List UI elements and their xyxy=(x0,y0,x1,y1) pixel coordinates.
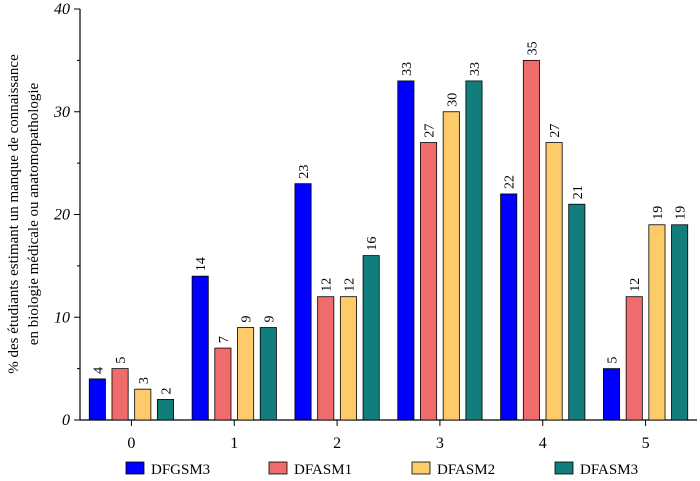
data-label: 22 xyxy=(503,175,518,189)
x-tick-label: 4 xyxy=(539,435,547,452)
bar-dfasm1-2 xyxy=(317,296,335,421)
bar-dfasm2-1 xyxy=(237,327,255,421)
y-axis-label-line-2: en biologie médicale ou anatomopathologi… xyxy=(26,82,42,345)
data-label: 27 xyxy=(423,124,438,138)
data-label: 16 xyxy=(365,237,380,251)
legend-item-dfasm3: DFASM3 xyxy=(554,461,638,478)
bar-dfasm1-5 xyxy=(625,296,643,421)
bar-dfasm1-3 xyxy=(420,142,438,421)
data-label: 33 xyxy=(468,62,483,76)
bar-dfasm1-4 xyxy=(522,59,540,421)
x-tick-label: 1 xyxy=(230,435,238,452)
bar-dfasm2-0 xyxy=(134,388,152,421)
data-label: 19 xyxy=(651,206,666,220)
legend-item-dfasm2: DFASM2 xyxy=(411,461,495,478)
legend-label: DFGSM3 xyxy=(151,462,210,478)
legend-label: DFASM3 xyxy=(580,462,638,478)
data-label: 12 xyxy=(342,278,357,292)
x-tick-label: 2 xyxy=(333,435,341,452)
data-label: 33 xyxy=(400,62,415,76)
y-tick-label: 0 xyxy=(62,412,70,429)
data-label: 21 xyxy=(571,185,586,199)
x-tick-label: 0 xyxy=(127,435,135,452)
data-label: 7 xyxy=(217,336,232,343)
data-label: 27 xyxy=(548,124,563,138)
legend-swatch xyxy=(411,461,431,475)
bar-dfgsm3-3 xyxy=(397,80,415,421)
y-tick-label: 10 xyxy=(54,309,70,326)
bar-dfgsm3-2 xyxy=(294,183,312,421)
data-label: 5 xyxy=(606,357,621,364)
bar-dfgsm3-0 xyxy=(88,378,106,421)
bar-dfasm1-0 xyxy=(111,368,129,421)
data-label: 14 xyxy=(194,257,209,271)
y-tick-label: 40 xyxy=(54,1,70,18)
legend-swatch xyxy=(125,461,145,475)
bar-dfasm3-2 xyxy=(362,255,380,421)
x-tick-label: 3 xyxy=(436,435,444,452)
data-label: 30 xyxy=(445,93,460,107)
bar-dfasm3-1 xyxy=(259,327,277,421)
bar-dfasm1-1 xyxy=(214,347,232,421)
legend-swatch xyxy=(554,461,574,475)
legend-item-dfasm1: DFASM1 xyxy=(268,461,352,478)
bar-dfasm3-5 xyxy=(671,224,689,421)
bar-dfasm2-3 xyxy=(442,111,460,421)
bar-dfasm3-3 xyxy=(465,80,483,421)
legend-swatch xyxy=(268,461,288,475)
data-label: 12 xyxy=(628,278,643,292)
data-label: 9 xyxy=(262,316,277,323)
data-label: 5 xyxy=(114,357,129,364)
legend-item-dfgsm3: DFGSM3 xyxy=(125,461,210,478)
y-axis-label: % des étudiants estimant un manque de co… xyxy=(6,54,42,374)
data-label: 35 xyxy=(525,41,540,55)
bar-dfasm2-5 xyxy=(648,224,666,421)
bar-dfgsm3-4 xyxy=(500,193,518,421)
data-label: 4 xyxy=(91,367,106,374)
bar-dfasm2-4 xyxy=(545,142,563,421)
bar-dfgsm3-1 xyxy=(191,275,209,421)
x-tick-label: 5 xyxy=(642,435,650,452)
legend-label: DFASM2 xyxy=(437,462,495,478)
data-label: 2 xyxy=(159,387,174,394)
data-label: 23 xyxy=(297,165,312,179)
bar-dfasm2-2 xyxy=(339,296,357,421)
bar-dfgsm3-5 xyxy=(603,368,621,421)
data-label: 12 xyxy=(320,278,335,292)
data-label: 3 xyxy=(137,377,152,384)
y-axis-label-line-1: % des étudiants estimant un manque de co… xyxy=(6,54,22,374)
bar-dfasm3-4 xyxy=(568,203,586,421)
y-tick-label: 30 xyxy=(53,104,70,121)
data-label: 9 xyxy=(240,316,255,323)
data-label: 19 xyxy=(674,206,689,220)
legend-label: DFASM1 xyxy=(294,462,352,478)
bar-dfasm3-0 xyxy=(156,399,174,421)
y-tick-label: 20 xyxy=(54,207,70,224)
